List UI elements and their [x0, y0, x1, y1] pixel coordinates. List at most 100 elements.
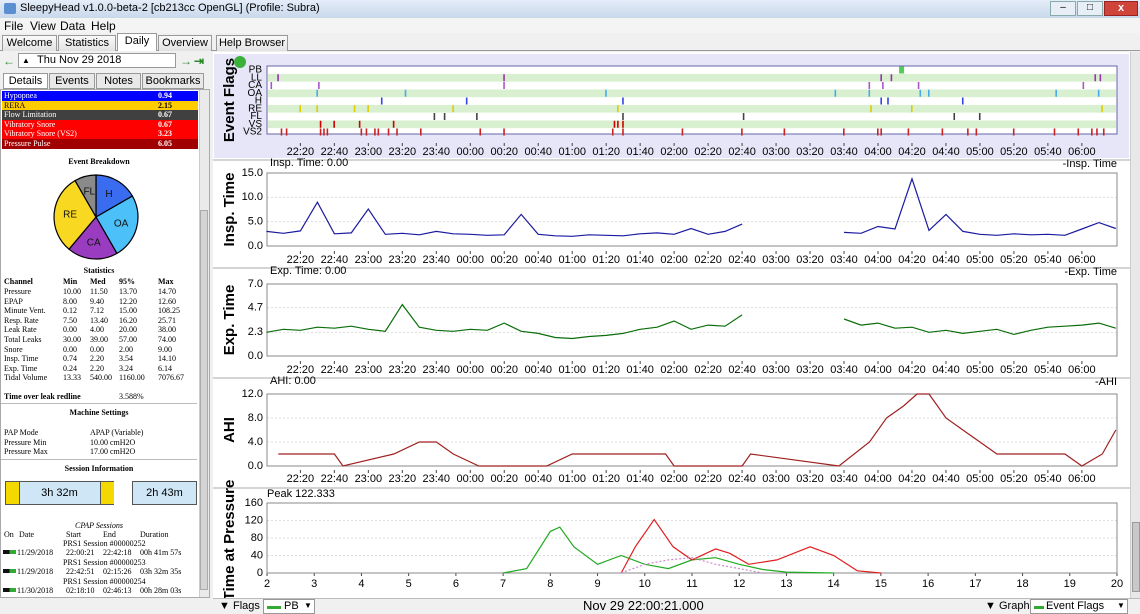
- stats-cell: 15.00: [119, 306, 137, 316]
- graphs-label[interactable]: Graphs: [999, 600, 1036, 612]
- prev-day[interactable]: ←: [3, 54, 15, 68]
- cpap-date: 11/30/2018: [17, 586, 54, 595]
- stats-cell: 25.71: [158, 315, 176, 325]
- cpap-header: Start: [66, 530, 82, 539]
- stats-title: Statistics: [83, 266, 115, 275]
- flag-marker: [316, 105, 318, 113]
- graph-scrollbar[interactable]: [1130, 52, 1140, 598]
- scroll-thumb[interactable]: [1132, 522, 1140, 592]
- minimize-button[interactable]: –: [1050, 1, 1076, 16]
- session-bar[interactable]: 2h 43m: [132, 481, 197, 505]
- flag-marker: [880, 97, 882, 105]
- stats-cell: 2.20: [90, 354, 104, 364]
- x-tick-label: 23:20: [389, 254, 417, 266]
- x-tick-label: 6: [453, 578, 459, 590]
- x-tick-label: 23:40: [423, 254, 451, 266]
- graphs-combo[interactable]: Event Flags ▼: [1030, 599, 1128, 614]
- session-cap: [6, 482, 20, 504]
- flag-marker: [277, 74, 279, 82]
- x-tick-label: 04:20: [898, 473, 926, 485]
- x-tick-label: 16: [922, 578, 934, 590]
- stats-cell: 14.70: [158, 287, 176, 296]
- pie-slice: [95, 195, 139, 255]
- tab[interactable]: Daily: [117, 33, 157, 51]
- x-tick-label: 02:00: [660, 254, 688, 266]
- cpap-toggle[interactable]: [3, 569, 16, 573]
- stats-cell: Insp. Time: [4, 354, 39, 364]
- calendar-arrow[interactable]: ▲: [22, 56, 30, 65]
- flags-label[interactable]: Flags: [233, 600, 260, 612]
- flag-marker: [433, 113, 436, 120]
- flag-marker: [1012, 128, 1015, 136]
- menu-item[interactable]: Data: [60, 19, 86, 33]
- session-cap: [100, 482, 114, 504]
- stats-cell: Snore: [4, 344, 23, 354]
- tab[interactable]: Help Browser: [216, 35, 288, 51]
- close-button[interactable]: x: [1104, 1, 1138, 16]
- x-tick-label: 03:00: [762, 364, 790, 376]
- tab[interactable]: Statistics: [58, 35, 116, 51]
- flag-marker: [326, 128, 329, 136]
- bottom-bar: ▼ Flags PB ▼ Nov 29 22:00:21.000 ▼ Graphs Event…: [0, 598, 1140, 614]
- x-tick-label: 00:00: [457, 364, 485, 376]
- cpap-toggle[interactable]: [3, 588, 16, 592]
- flag-marker: [323, 128, 325, 136]
- pb-combo[interactable]: PB ▼: [263, 599, 315, 614]
- x-tick-label: 03:20: [796, 364, 824, 376]
- x-tick-label: 3: [311, 578, 317, 590]
- graphs-dropdown[interactable]: ▼: [985, 600, 996, 612]
- sub-tab[interactable]: Notes: [96, 73, 141, 89]
- sub-tab[interactable]: Details: [3, 73, 48, 89]
- pie-label: CA: [87, 238, 101, 249]
- x-tick-label: 03:40: [830, 254, 858, 266]
- cpap-toggle[interactable]: [3, 550, 16, 554]
- x-tick-label: 02:00: [660, 364, 688, 376]
- flag-marker: [420, 128, 422, 136]
- x-tick-label: 03:20: [796, 254, 824, 266]
- tab[interactable]: Overview: [158, 35, 212, 51]
- x-tick-label: 04:40: [932, 364, 960, 376]
- sub-tab[interactable]: Events: [49, 73, 95, 89]
- event-name: Pressure Pulse: [4, 139, 51, 148]
- stats-cell: 30.00: [63, 335, 81, 344]
- session-bar[interactable]: 3h 32m: [5, 481, 114, 505]
- last-day[interactable]: ⇥: [194, 54, 205, 68]
- sub-tab[interactable]: Bookmarks: [142, 73, 204, 89]
- menu-item[interactable]: Help: [91, 19, 116, 33]
- flag-marker: [1082, 82, 1085, 89]
- menu-item[interactable]: View: [30, 19, 56, 33]
- next-day[interactable]: →: [180, 54, 192, 68]
- session-duration: 3h 32m: [41, 487, 78, 499]
- flag-marker: [396, 128, 398, 136]
- flag-marker: [882, 82, 884, 89]
- x-tick-label: 23:00: [355, 364, 383, 376]
- menu-item[interactable]: File: [4, 19, 24, 33]
- stats-cell: 6.14: [158, 363, 172, 373]
- x-tick-label: 01:00: [558, 254, 586, 266]
- flag-marker: [270, 82, 273, 89]
- y-tick-label: 0.0: [248, 460, 263, 472]
- x-tick-label: 00:40: [524, 364, 552, 376]
- stats-cell: Total Leaks: [4, 335, 42, 344]
- machine-value: 10.00 cmH2O: [90, 437, 136, 447]
- x-tick-label: 03:40: [830, 146, 858, 158]
- tab[interactable]: Welcome: [2, 35, 57, 51]
- x-tick-label: 03:00: [762, 473, 790, 485]
- flags-dropdown[interactable]: ▼: [219, 600, 230, 612]
- flag-marker: [479, 128, 482, 136]
- stats-header: Channel: [4, 277, 33, 286]
- x-tick-label: 03:20: [796, 473, 824, 485]
- series-line: [266, 303, 1116, 340]
- maximize-button[interactable]: □: [1077, 1, 1103, 16]
- event-row: Vibratory Snore (VS2) 3.23: [2, 129, 198, 139]
- left-panel: ← ▲ Thu Nov 29 2018 → ⇥ Details Events Notes Boo…: [0, 51, 210, 598]
- flag-stripe: [268, 73, 1116, 82]
- stats-cell: Exp. Time: [4, 363, 38, 373]
- stats-cell: 0.24: [63, 363, 77, 373]
- stats-cell: 12.60: [158, 296, 176, 306]
- x-tick-label: 05:20: [1000, 254, 1028, 266]
- date-picker[interactable]: ▲ Thu Nov 29 2018: [18, 53, 176, 68]
- cpap-header: End: [103, 530, 116, 539]
- left-scroll-thumb[interactable]: [200, 210, 208, 590]
- cpap-start: 22:00:21: [66, 548, 95, 557]
